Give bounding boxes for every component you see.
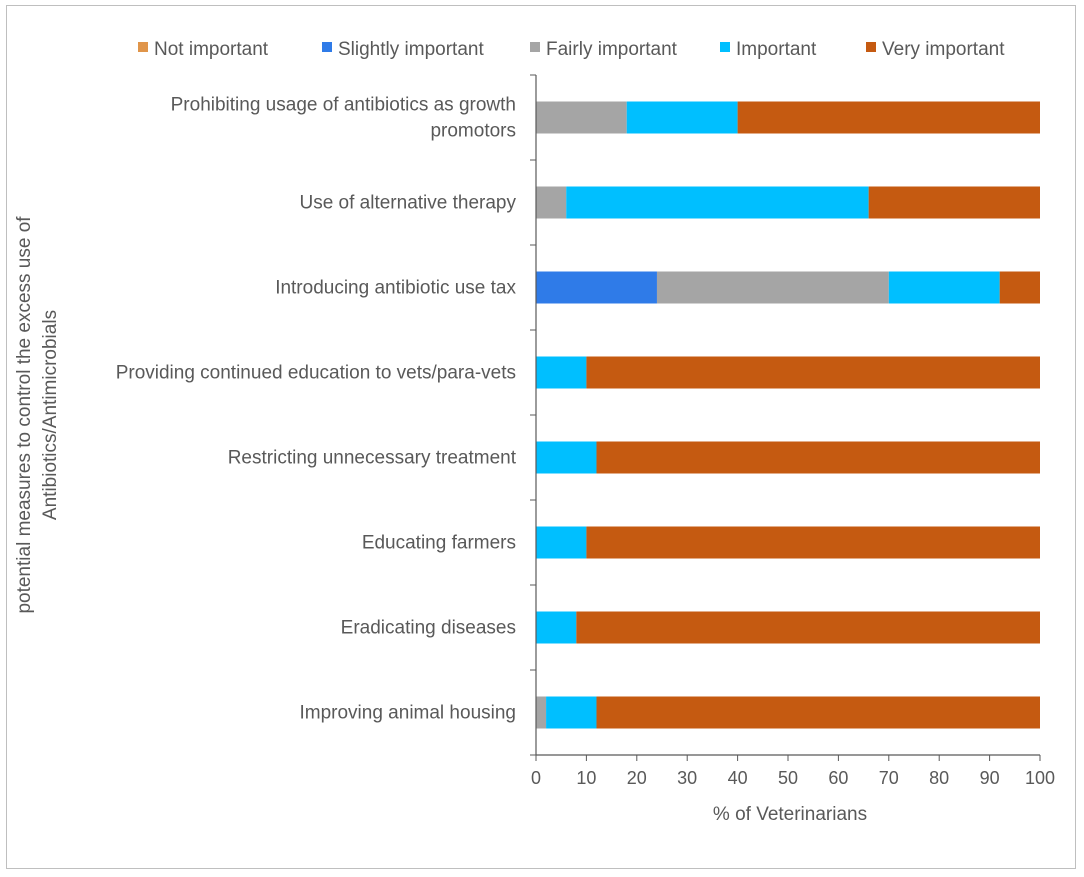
bar-segment-4-4 (596, 441, 1040, 474)
bar-segment-2-2 (656, 271, 889, 304)
bar-segment-5-4 (586, 526, 1040, 559)
bar-segment-6-3 (536, 611, 577, 644)
legend-label-4: Very important (882, 39, 1005, 60)
axes (530, 74, 1041, 761)
category-label-7: Improving animal housing (299, 703, 516, 724)
category-label-0: Prohibiting usage of antibiotics as grow… (171, 95, 516, 142)
bar-segment-5-3 (536, 526, 587, 559)
y-axis-title: potential measures to control the excess… (14, 216, 61, 614)
legend-swatch-3 (720, 42, 730, 52)
bar-segment-1-3 (566, 186, 869, 219)
x-tick-label-6: 60 (828, 768, 848, 788)
bar-segment-0-3 (626, 101, 738, 134)
legend: Not important Slightly important Fairly im… (138, 39, 1005, 60)
category-label-3: Providing continued education to vets/pa… (116, 363, 516, 384)
bar-segment-4-3 (536, 441, 597, 474)
x-tick-label-7: 70 (879, 768, 899, 788)
legend-swatch-2 (530, 42, 540, 52)
legend-label-1: Slightly important (338, 39, 484, 60)
x-tick-label-5: 50 (778, 768, 798, 788)
bar-segment-2-1 (536, 271, 657, 304)
bar-segment-0-4 (737, 101, 1040, 134)
bars (536, 101, 1040, 729)
category-label-6: Eradicating diseases (341, 618, 516, 639)
x-tick-label-3: 30 (677, 768, 697, 788)
x-tick-label-10: 100 (1025, 768, 1055, 788)
x-tick-labels: 0 10 20 30 40 50 60 70 80 90 100 (531, 768, 1055, 788)
legend-swatch-0 (138, 42, 148, 52)
bar-segment-6-4 (576, 611, 1040, 644)
bar-segment-2-3 (888, 271, 1000, 304)
bar-segment-7-3 (546, 696, 597, 729)
x-tick-label-8: 80 (929, 768, 949, 788)
bar-segment-7-2 (536, 696, 547, 729)
legend-label-0: Not important (154, 39, 269, 60)
x-tick-label-2: 20 (627, 768, 647, 788)
x-tick-label-1: 10 (576, 768, 596, 788)
bar-segment-1-2 (536, 186, 567, 219)
category-label-2: Introducing antibiotic use tax (275, 278, 516, 299)
category-label-1: Use of alternative therapy (299, 193, 516, 214)
y-axis-title-text: potential measures to control the excess… (14, 216, 61, 614)
bar-segment-0-2 (536, 101, 627, 134)
bar-segment-7-4 (596, 696, 1040, 729)
legend-label-2: Fairly important (546, 39, 678, 60)
x-tick-label-9: 90 (980, 768, 1000, 788)
legend-swatch-1 (322, 42, 332, 52)
legend-label-3: Important (736, 39, 817, 60)
bar-segment-3-4 (586, 356, 1040, 389)
legend-swatch-4 (866, 42, 876, 52)
x-tick-label-0: 0 (531, 768, 541, 788)
category-labels: Prohibiting usage of antibiotics as grow… (116, 95, 517, 724)
bar-segment-2-4 (999, 271, 1040, 304)
category-label-4: Restricting unnecessary treatment (228, 448, 517, 469)
x-tick-label-4: 40 (728, 768, 748, 788)
x-axis-title: % of Veterinarians (713, 804, 867, 825)
bar-segment-1-4 (868, 186, 1040, 219)
bar-segment-3-3 (536, 356, 587, 389)
category-label-5: Educating farmers (362, 533, 516, 554)
